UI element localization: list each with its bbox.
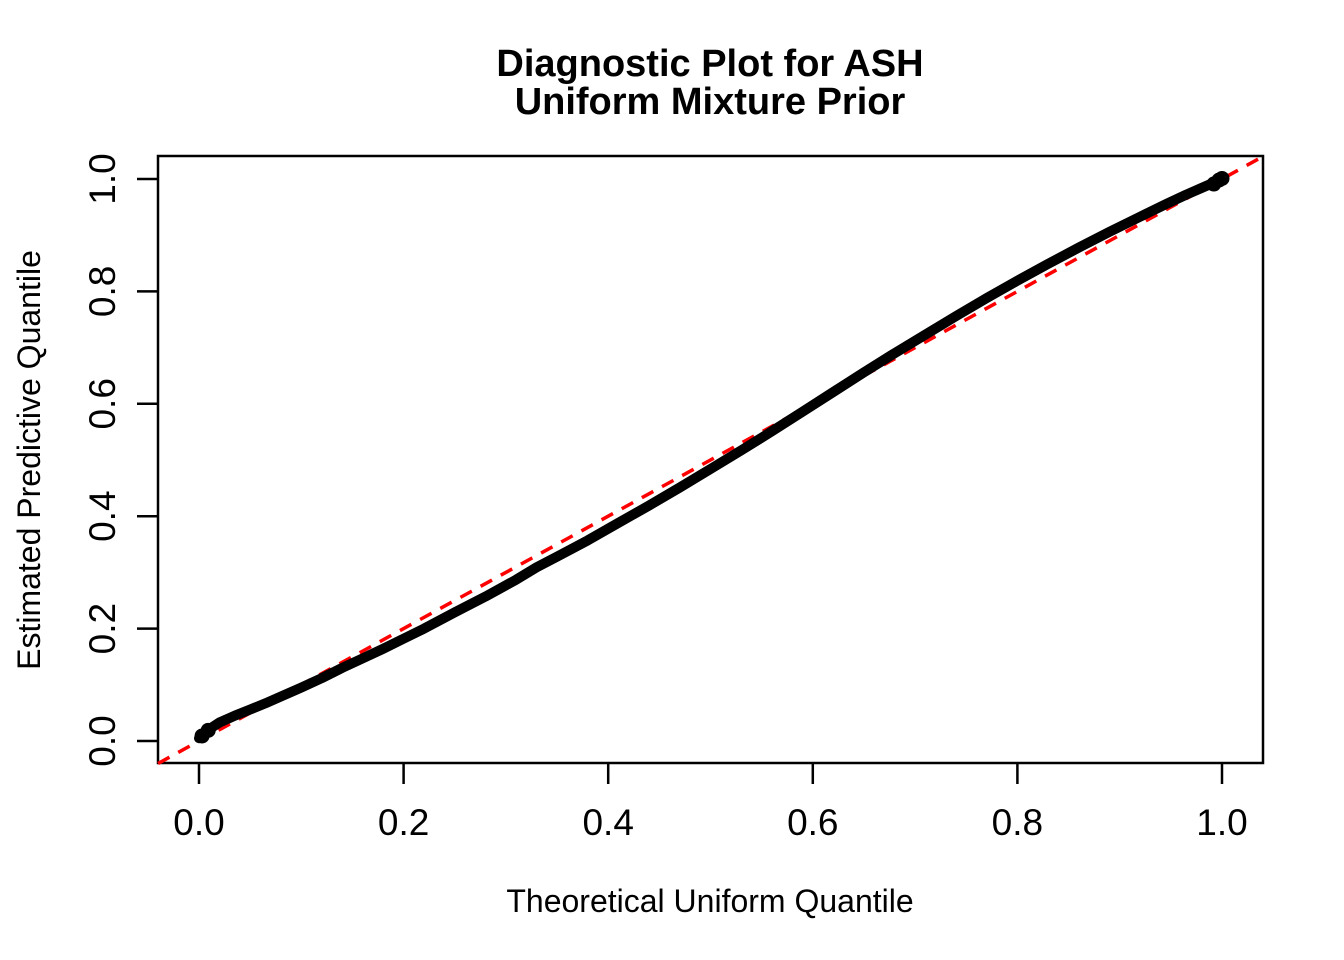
y-axis-title: Estimated Predictive Quantile [11, 250, 47, 670]
y-tick-label: 0.8 [82, 266, 123, 317]
x-tick-label: 0.4 [582, 802, 633, 843]
y-tick-label: 0.0 [82, 715, 123, 766]
quantile-curve-endpoint-cluster [200, 722, 216, 738]
identity-reference-line [157, 154, 1264, 766]
x-tick-label: 1.0 [1196, 802, 1247, 843]
x-tick-label: 0.2 [378, 802, 429, 843]
plot-title-line-2: Uniform Mixture Prior [515, 81, 906, 123]
x-tick-label: 0.6 [787, 802, 838, 843]
y-tick-label: 0.2 [82, 603, 123, 654]
plot-box [156, 154, 1265, 765]
y-tick-label: 1.0 [82, 153, 123, 204]
y-tick-label: 0.6 [82, 378, 123, 429]
quantile-curve-endpoint-cluster [1214, 170, 1230, 186]
series-layer [194, 170, 1230, 744]
x-tick-label: 0.8 [992, 802, 1043, 843]
reference-line-layer [157, 154, 1264, 766]
x-axis-title: Theoretical Uniform Quantile [506, 883, 913, 919]
plot-title-line-1: Diagnostic Plot for ASH [496, 43, 923, 85]
y-tick-label: 0.4 [82, 490, 123, 541]
x-tick-label: 0.0 [173, 802, 224, 843]
axis-ticks: 0.0 0.2 0.4 0.6 0.8 1.0 0.0 0.2 0.4 0.6 0.8 1.0 [82, 153, 1248, 843]
quantile-curve [194, 173, 1227, 744]
